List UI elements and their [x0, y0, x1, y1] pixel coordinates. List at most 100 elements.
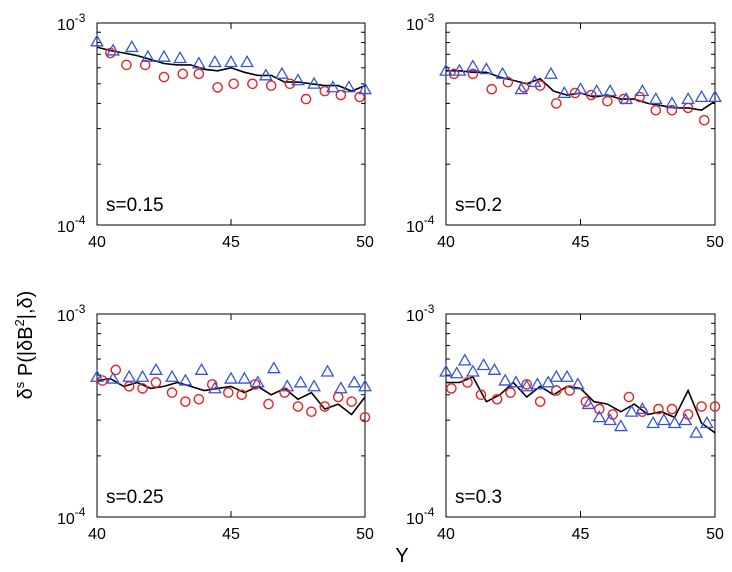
triangle-point: [479, 62, 494, 75]
triangle-point: [689, 425, 704, 438]
triangle-point: [341, 80, 356, 93]
triangle-point: [527, 74, 542, 88]
circle-point: [166, 387, 178, 398]
x-tick-label: 40: [437, 234, 455, 251]
triangle-point: [90, 34, 104, 47]
triangle-point: [573, 82, 588, 95]
triangle-point: [624, 404, 639, 417]
circle-point: [462, 377, 473, 388]
circle-point: [158, 71, 170, 83]
panel-2: 40 45 50 10-3 10-4 s=0.2: [406, 11, 724, 251]
circle-point: [150, 377, 162, 388]
circle-point: [180, 396, 191, 407]
triangle-point: [307, 76, 322, 89]
triangle-point: [258, 68, 273, 81]
circle-point: [212, 82, 223, 93]
circle-point: [206, 379, 218, 390]
triangle-point: [178, 373, 193, 386]
triangle-point: [291, 73, 305, 86]
triangle-point: [237, 371, 252, 384]
circle-point: [279, 387, 290, 398]
triangle-point: [613, 419, 628, 432]
y-tick-label: 10-3: [406, 11, 435, 34]
triangle-point: [240, 55, 255, 68]
triangle-point: [581, 396, 596, 410]
triangle-point: [452, 63, 467, 76]
triangle-point: [194, 362, 209, 375]
triangle-point: [603, 84, 618, 97]
triangle-point: [557, 85, 572, 99]
y-tick-label: 10-4: [406, 213, 435, 236]
triangle-point: [665, 96, 679, 109]
circle-point: [550, 98, 562, 109]
triangle-point: [135, 369, 150, 382]
circle-point: [467, 68, 479, 80]
x-tick-label: 50: [356, 234, 374, 251]
triangle-point: [122, 369, 137, 382]
y-tick-label: 10-4: [57, 505, 86, 528]
x-tick-label: 45: [222, 526, 240, 543]
circle-point: [698, 114, 710, 126]
triangle-point: [457, 353, 472, 366]
x-tick-label: 40: [437, 526, 455, 543]
triangle-point: [648, 91, 663, 105]
triangle-point: [619, 91, 634, 105]
circle-point: [306, 406, 317, 418]
circle-point: [634, 91, 645, 103]
triangle-point: [635, 401, 650, 415]
triangle-point: [191, 56, 206, 69]
circle-point: [193, 394, 205, 405]
panel-label: s=0.2: [455, 195, 502, 216]
circle-point: [486, 83, 498, 95]
x-axis-title: Y: [395, 545, 408, 567]
circle-point: [177, 68, 189, 80]
circle-point: [650, 104, 662, 116]
x-tick-label: 50: [706, 234, 724, 251]
panel-4: 40 45 50 10-3 10-4 s=0.3: [406, 302, 724, 543]
panel-3: 40 45 50 10-3 10-4 s=0.25: [57, 302, 374, 543]
circle-point: [594, 403, 605, 415]
circle-point: [223, 387, 234, 398]
triangle-point: [449, 366, 464, 379]
circle-point: [247, 78, 258, 90]
triangle-point: [603, 413, 618, 426]
circle-point: [139, 59, 151, 71]
circle-point: [359, 411, 371, 423]
triangle-point: [90, 369, 104, 382]
triangle-point: [656, 413, 671, 426]
circle-point: [97, 375, 108, 386]
circle-point: [335, 89, 347, 101]
triangle-point: [519, 379, 534, 392]
triangle-point: [708, 89, 722, 103]
circle-point: [249, 379, 261, 390]
triangle-point: [140, 49, 155, 62]
triangle-point: [487, 362, 502, 375]
circle-point: [709, 401, 721, 412]
circle-point: [284, 78, 296, 90]
series-line: [96, 46, 366, 92]
triangle-point: [635, 84, 650, 97]
triangle-point: [646, 416, 661, 429]
triangle-point: [333, 381, 348, 394]
circle-point: [534, 396, 546, 407]
triangle-point: [358, 82, 372, 95]
triangle-point: [320, 364, 335, 377]
triangle-point: [592, 410, 607, 423]
y-tick-label: 10-3: [57, 11, 86, 34]
triangle-point: [224, 55, 238, 68]
triangle-point: [560, 369, 574, 382]
circle-point: [236, 389, 248, 401]
triangle-point: [476, 358, 491, 371]
triangle-point: [266, 361, 281, 374]
x-tick-label: 45: [572, 526, 590, 543]
triangle-point: [157, 49, 171, 62]
triangle-point: [106, 371, 121, 384]
triangle-point: [207, 55, 222, 68]
triangle-point: [498, 373, 513, 386]
triangle-point: [280, 379, 295, 392]
circle-point: [505, 387, 516, 398]
x-tick-label: 45: [222, 234, 240, 251]
circle-point: [564, 385, 576, 396]
triangle-point: [514, 82, 529, 95]
